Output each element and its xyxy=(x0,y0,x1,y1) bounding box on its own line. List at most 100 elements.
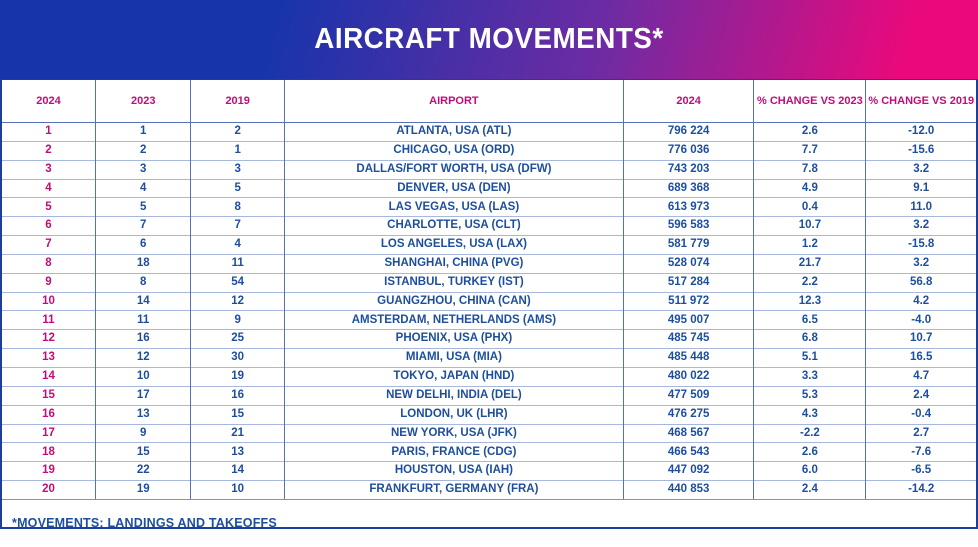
airport-name: ISTANBUL, TURKEY (IST) xyxy=(284,272,624,293)
pct-change-vs-2019: 3.2 xyxy=(865,216,976,236)
table-row: 10 14 12 GUANGZHOU, CHINA (CAN) 511 972 12.3 4… xyxy=(2,291,976,311)
pct-change-vs-2019: -6.5 xyxy=(865,461,976,481)
movements-2024: 476 275 xyxy=(623,404,755,424)
movements-2024: 613 973 xyxy=(623,197,755,217)
rank-2019: 15 xyxy=(190,404,285,424)
col-header-airport-name: AIRPORT xyxy=(284,80,624,123)
table-row: 16 13 15 LONDON, UK (LHR) 476 275 4.3 -0.4 xyxy=(2,404,976,424)
table-row: 17 9 21 NEW YORK, USA (JFK) 468 567 -2.2 2.7 xyxy=(2,423,976,443)
rank-2019: 30 xyxy=(190,348,285,368)
pct-change-vs-2023: 5.3 xyxy=(753,385,867,406)
pct-change-vs-2023: 2.6 xyxy=(753,442,867,462)
pct-change-vs-2019: -0.4 xyxy=(865,404,976,424)
rank-2024: 7 xyxy=(2,235,96,255)
table-row: 18 15 13 PARIS, FRANCE (CDG) 466 543 2.6 -7.6 xyxy=(2,442,976,462)
rank-2024: 2 xyxy=(2,140,96,161)
pct-change-vs-2023: 1.2 xyxy=(753,235,867,255)
rank-2019: 13 xyxy=(190,442,285,462)
airport-name: HOUSTON, USA (IAH) xyxy=(284,461,624,481)
col-header-rank-2024: 2024 xyxy=(2,80,96,123)
rank-2023: 13 xyxy=(95,404,192,424)
pct-change-vs-2019: -7.6 xyxy=(865,442,976,462)
rank-2024: 16 xyxy=(2,404,96,424)
movements-2024: 689 368 xyxy=(623,178,755,198)
rank-2019: 11 xyxy=(190,253,285,274)
movements-2024: 440 853 xyxy=(623,480,755,499)
pct-change-vs-2019: -15.6 xyxy=(865,140,976,161)
pct-change-vs-2023: 5.1 xyxy=(753,348,867,368)
pct-change-vs-2019: 2.7 xyxy=(865,423,976,443)
pct-change-vs-2023: 21.7 xyxy=(753,253,867,274)
page-title: AIRCRAFT MOVEMENTS* xyxy=(314,23,664,55)
rank-2023: 14 xyxy=(95,291,192,311)
rank-2019: 8 xyxy=(190,197,285,217)
table-row: 12 16 25 PHOENIX, USA (PHX) 485 745 6.8 10.7 xyxy=(2,329,976,349)
table-row: 14 10 19 TOKYO, JAPAN (HND) 480 022 3.3 4.7 xyxy=(2,366,976,387)
pct-change-vs-2023: 2.2 xyxy=(753,272,867,293)
rank-2024: 8 xyxy=(2,253,96,274)
rank-2023: 19 xyxy=(95,480,192,499)
rank-2023: 16 xyxy=(95,329,192,349)
airport-name: MIAMI, USA (MIA) xyxy=(284,348,624,368)
table-row: 7 6 4 LOS ANGELES, USA (LAX) 581 779 1.2 -15.8 xyxy=(2,235,976,255)
movements-2024: 466 543 xyxy=(623,442,755,462)
pct-change-vs-2023: 3.3 xyxy=(753,366,867,387)
rank-2019: 5 xyxy=(190,178,285,198)
rank-2024: 19 xyxy=(2,461,96,481)
movements-table-panel: 2024 2023 2019 AIRPORT 2024% CHANGE VS 2023%… xyxy=(0,79,978,530)
airport-name: DENVER, USA (DEN) xyxy=(284,178,624,198)
pct-change-vs-2023: 4.3 xyxy=(753,404,867,424)
pct-change-vs-2019: 4.7 xyxy=(865,366,976,387)
rank-2024: 14 xyxy=(2,366,96,387)
movements-2024: 447 092 xyxy=(623,461,755,481)
rank-2024: 13 xyxy=(2,348,96,368)
pct-change-vs-2019: 4.2 xyxy=(865,291,976,311)
movements-2024: 581 779 xyxy=(623,235,755,255)
pct-change-vs-2023: 0.4 xyxy=(753,197,867,217)
pct-change-vs-2023: 2.6 xyxy=(753,122,867,142)
airport-name: LONDON, UK (LHR) xyxy=(284,404,624,424)
pct-change-vs-2019: 11.0 xyxy=(865,197,976,217)
rank-2023: 4 xyxy=(95,178,192,198)
airport-name: NEW DELHI, INDIA (DEL) xyxy=(284,385,624,406)
pct-change-vs-2019: 3.2 xyxy=(865,159,976,180)
movements-2024: 480 022 xyxy=(623,366,755,387)
table-row: 19 22 14 HOUSTON, USA (IAH) 447 092 6.0 -6.5 xyxy=(2,461,976,481)
rank-2023: 1 xyxy=(95,122,192,142)
table-row: 9 8 54 ISTANBUL, TURKEY (IST) 517 284 2.2 56.8 xyxy=(2,272,976,293)
pct-change-vs-2019: 9.1 xyxy=(865,178,976,198)
pct-change-vs-2019: 10.7 xyxy=(865,329,976,349)
rank-2019: 9 xyxy=(190,310,285,330)
aircraft-movements-infographic: AIRCRAFT MOVEMENTS* 2024 2023 2019 AIRPORT 2… xyxy=(0,0,978,530)
pct-change-vs-2023: 6.5 xyxy=(753,310,867,330)
rank-2019: 25 xyxy=(190,329,285,349)
pct-change-vs-2023: 6.8 xyxy=(753,329,867,349)
pct-change-vs-2019: 16.5 xyxy=(865,348,976,368)
rank-2019: 4 xyxy=(190,235,285,255)
rank-2024: 3 xyxy=(2,159,96,180)
airport-name: DALLAS/FORT WORTH, USA (DFW) xyxy=(284,159,624,180)
col-header-rank-2023: 2023 xyxy=(95,80,192,123)
rank-2024: 20 xyxy=(2,480,96,499)
pct-change-vs-2023: 12.3 xyxy=(753,291,867,311)
pct-change-vs-2019: 56.8 xyxy=(865,272,976,293)
movements-2024: 485 448 xyxy=(623,348,755,368)
rank-2023: 7 xyxy=(95,216,192,236)
rank-2024: 5 xyxy=(2,197,96,217)
rank-2019: 3 xyxy=(190,159,285,180)
movements-2024: 495 007 xyxy=(623,310,755,330)
airport-name: PARIS, FRANCE (CDG) xyxy=(284,442,624,462)
rank-2024: 4 xyxy=(2,178,96,198)
rank-2019: 14 xyxy=(190,461,285,481)
table-row: 1 1 2 ATLANTA, USA (ATL) 796 224 2.6 -12.0 xyxy=(2,122,976,142)
airport-name: NEW YORK, USA (JFK) xyxy=(284,423,624,443)
airport-name: SHANGHAI, CHINA (PVG) xyxy=(284,253,624,274)
movements-2024: 796 224 xyxy=(623,122,755,142)
pct-change-vs-2023: 2.4 xyxy=(753,480,867,499)
rank-2023: 8 xyxy=(95,272,192,293)
rank-2024: 10 xyxy=(2,291,96,311)
rank-2023: 12 xyxy=(95,348,192,368)
rank-2024: 17 xyxy=(2,423,96,443)
rank-2019: 16 xyxy=(190,385,285,406)
pct-change-vs-2023: 4.9 xyxy=(753,178,867,198)
